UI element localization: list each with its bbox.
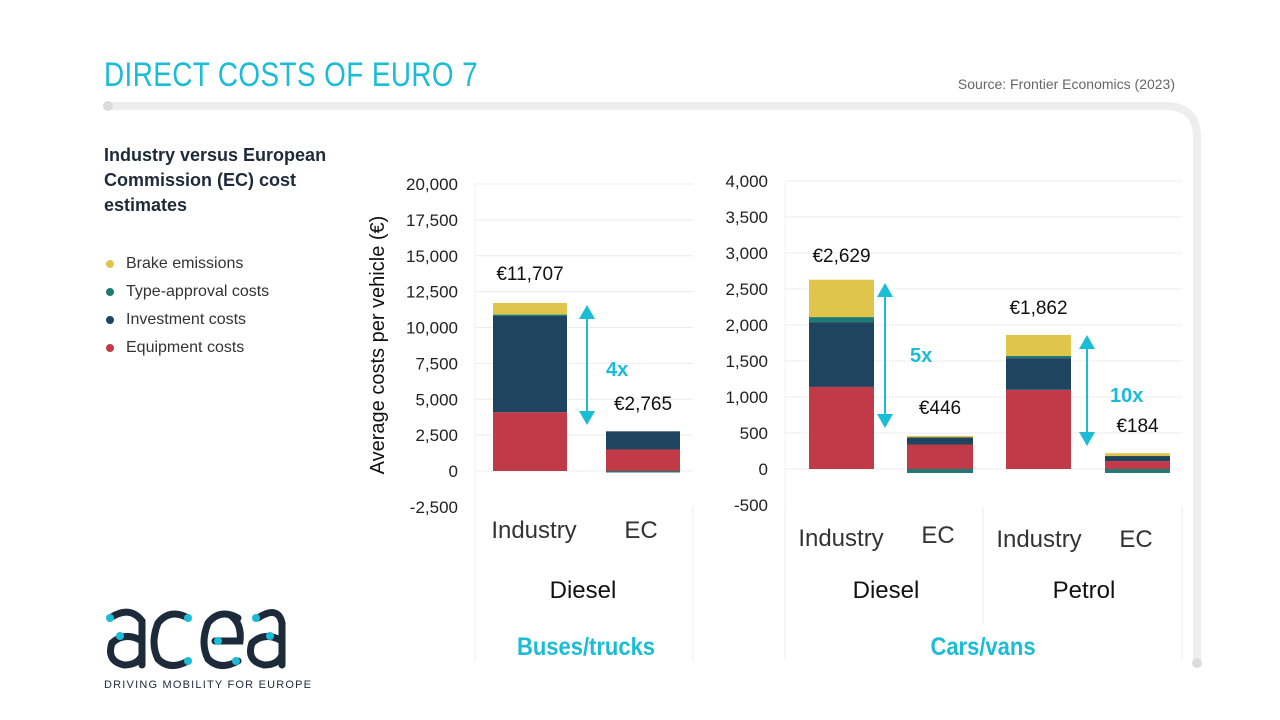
- page-title: DIRECT COSTS OF EURO 7: [104, 56, 479, 94]
- y-tick-label: 4,000: [725, 172, 768, 191]
- y-axis-label: Average costs per vehicle (€): [367, 216, 389, 475]
- bar-segment-type-approval-costs: [1006, 355, 1071, 359]
- arrow-down-icon: [1079, 432, 1095, 446]
- category-label: Industry: [798, 525, 883, 552]
- y-tick-label: 2,500: [725, 280, 768, 299]
- category-label: Industry: [996, 526, 1081, 553]
- bar-segment-equipment-costs: [1006, 389, 1071, 469]
- y-tick-label: -2,500: [410, 498, 458, 517]
- legend-label: Equipment costs: [126, 339, 245, 356]
- legend-dot-icon: [106, 316, 114, 324]
- category-label: EC: [1119, 526, 1152, 553]
- y-tick-label: 0: [759, 460, 768, 479]
- legend-item-type-approval: Type-approval costs: [106, 283, 269, 301]
- y-tick-label: 0: [449, 462, 458, 481]
- y-tick-label: 15,000: [406, 247, 458, 266]
- group-label: Buses/trucks: [517, 633, 655, 661]
- logo-tagline: DRIVING MOBILITY FOR EUROPE: [104, 679, 313, 691]
- bar-segment-type-approval-costs: [606, 471, 680, 473]
- bar-total-label: €184: [1116, 416, 1159, 437]
- legend-item-investment: Investment costs: [106, 311, 246, 329]
- bar-segment-brake-emissions: [809, 279, 874, 318]
- bar-segment-type-approval-costs: [907, 469, 973, 473]
- bar-segment-investment-costs: [493, 316, 567, 413]
- category-label: EC: [921, 522, 954, 549]
- y-tick-label: 3,000: [725, 244, 768, 263]
- bar-segment-equipment-costs: [493, 412, 567, 471]
- fuel-label: Diesel: [853, 577, 920, 604]
- y-tick-label: 3,500: [725, 208, 768, 227]
- arrow-down-icon: [579, 411, 595, 425]
- group-label: Cars/vans: [930, 633, 1035, 661]
- category-label: Industry: [491, 517, 576, 544]
- bar-total-label: €2,765: [614, 394, 672, 415]
- bar-segment-type-approval-costs: [493, 314, 567, 317]
- bar-segment-brake-emissions: [1105, 453, 1170, 457]
- bar-segment-equipment-costs: [1105, 461, 1170, 469]
- bar-segment-brake-emissions: [1006, 334, 1071, 356]
- y-tick-label: 10,000: [406, 319, 458, 338]
- legend-label: Brake emissions: [126, 255, 244, 272]
- bar-segment-investment-costs: [809, 322, 874, 387]
- legend-item-brake: Brake emissions: [106, 255, 243, 273]
- y-tick-label: 17,500: [406, 211, 458, 230]
- bar-segment-investment-costs: [1006, 358, 1071, 390]
- fuel-label: Diesel: [550, 577, 617, 604]
- bar-segment-equipment-costs: [606, 449, 680, 471]
- legend-dot-icon: [106, 260, 114, 268]
- arrow-up-icon: [877, 283, 893, 297]
- bar-segment-brake-emissions: [493, 303, 567, 315]
- y-tick-label: 2,500: [415, 426, 458, 445]
- acea-logo: [106, 608, 286, 669]
- bar-segment-investment-costs: [1105, 456, 1170, 462]
- legend-label: Investment costs: [126, 311, 247, 328]
- y-tick-label: 1,000: [725, 388, 768, 407]
- bar-total-label: €1,862: [1009, 298, 1067, 319]
- bar-total-label: €446: [919, 398, 961, 419]
- bar-segment-investment-costs: [606, 431, 680, 450]
- arrow-up-icon: [579, 305, 595, 319]
- subtitle: Industry versus European Commission (EC)…: [104, 145, 327, 215]
- y-tick-label: 20,000: [406, 175, 458, 194]
- bar-segment-type-approval-costs: [1105, 469, 1170, 473]
- bar-segment-equipment-costs: [809, 386, 874, 469]
- y-tick-label: 12,500: [406, 283, 458, 302]
- y-tick-label: -500: [734, 496, 768, 515]
- legend-dot-icon: [106, 288, 114, 296]
- y-tick-label: 2,000: [725, 316, 768, 335]
- bar-total-label: €11,707: [496, 264, 563, 285]
- legend-label: Type-approval costs: [126, 283, 270, 300]
- ratio-label: 5x: [910, 345, 932, 367]
- bar-segment-equipment-costs: [907, 444, 973, 469]
- legend-dot-icon: [106, 344, 114, 352]
- y-tick-label: 7,500: [415, 354, 458, 373]
- fuel-label: Petrol: [1053, 577, 1116, 604]
- arrow-down-icon: [877, 414, 893, 428]
- legend-item-equipment: Equipment costs: [106, 339, 244, 357]
- bar-segment-brake-emissions: [907, 435, 973, 438]
- category-label: EC: [624, 517, 657, 544]
- ratio-label: 10x: [1110, 385, 1143, 407]
- y-tick-label: 500: [740, 424, 768, 443]
- y-tick-label: 5,000: [415, 390, 458, 409]
- source-note: Source: Frontier Economics (2023): [957, 76, 1175, 92]
- arrow-up-icon: [1079, 335, 1095, 349]
- ratio-label: 4x: [606, 359, 628, 381]
- bar-total-label: €2,629: [812, 246, 870, 267]
- y-tick-label: 1,500: [725, 352, 768, 371]
- bar-segment-type-approval-costs: [809, 317, 874, 323]
- bar-segment-investment-costs: [907, 437, 973, 445]
